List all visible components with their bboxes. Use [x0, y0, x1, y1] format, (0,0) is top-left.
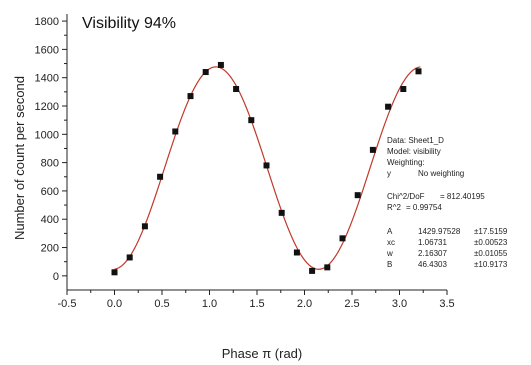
fit-model-line: Model: visibility — [387, 147, 441, 156]
fit-param-error: ±0.01055 — [474, 249, 508, 258]
fit-weighting-value: No weighting — [418, 169, 464, 178]
x-tick-label: 3.5 — [439, 298, 454, 310]
data-point — [339, 235, 346, 242]
y-tick-label: 1400 — [35, 73, 59, 85]
visibility-annotation: Visibility 94% — [82, 15, 176, 32]
fit-param-error: ±17.5159 — [474, 227, 508, 236]
y-tick-label: 400 — [41, 214, 59, 226]
fit-r2-label: R^2 — [387, 203, 402, 212]
fit-param-name: w — [386, 249, 393, 258]
y-tick-label: 1800 — [35, 16, 59, 28]
data-point — [400, 86, 407, 93]
data-point — [263, 162, 270, 169]
data-point — [415, 68, 422, 75]
x-tick-label: 2.0 — [297, 298, 312, 310]
fit-param-value: 1.06731 — [418, 238, 447, 247]
x-axis-ticks: -0.5 0.0 0.5 1.0 1.5 2.0 2.5 3.0 3.5 — [58, 290, 455, 310]
data-point — [248, 117, 255, 124]
y-tick-label: 800 — [41, 158, 59, 170]
data-point — [293, 249, 300, 256]
x-tick-label: 0.5 — [154, 298, 169, 310]
y-axis-ticks: 0 200 400 600 800 1000 1200 1400 1600 1800 — [35, 16, 67, 283]
data-point — [187, 93, 194, 100]
x-tick-label: 3.0 — [392, 298, 407, 310]
fit-chi-label: Chi^2/DoF — [387, 192, 425, 201]
data-point — [278, 209, 285, 216]
fit-data-line: Data: Sheet1_D — [387, 136, 444, 145]
data-point — [172, 128, 179, 135]
data-point — [217, 61, 224, 68]
fit-report: Data: Sheet1_D Model: visibility Weighti… — [386, 136, 508, 269]
fit-weighting-key: y — [387, 169, 391, 178]
plot-area — [111, 61, 422, 276]
data-point — [233, 86, 240, 93]
data-point — [157, 173, 164, 180]
y-axis-title: Number of count per second — [12, 76, 27, 240]
fit-param-name: xc — [387, 238, 395, 247]
y-tick-label: 1000 — [35, 129, 59, 141]
x-tick-label: 2.5 — [344, 298, 359, 310]
y-tick-label: 1600 — [35, 44, 59, 56]
fit-param-name: B — [387, 260, 392, 269]
data-point — [354, 192, 361, 199]
data-point — [309, 267, 316, 274]
y-tick-label: 200 — [41, 243, 59, 255]
fit-param-name: A — [387, 227, 393, 236]
x-tick-label: 0.0 — [107, 298, 122, 310]
y-tick-label: 0 — [53, 271, 59, 283]
fit-param-error: ±0.00523 — [474, 238, 508, 247]
y-tick-label: 600 — [41, 186, 59, 198]
fit-chi-value: = 812.40195 — [440, 192, 485, 201]
x-tick-label: 1.0 — [202, 298, 217, 310]
data-point — [111, 269, 118, 276]
data-point — [126, 254, 133, 261]
x-tick-label: -0.5 — [58, 298, 77, 310]
data-point — [141, 223, 148, 230]
fit-r2-value: = 0.99754 — [406, 203, 442, 212]
fit-param-value: 1429.97528 — [418, 227, 461, 236]
fit-param-value: 46.4303 — [418, 260, 447, 269]
fit-param-error: ±10.9173 — [474, 260, 508, 269]
fit-curve — [114, 66, 421, 270]
data-point — [385, 103, 392, 110]
data-point — [324, 264, 331, 271]
y-tick-label: 1200 — [35, 101, 59, 113]
x-tick-label: 1.5 — [249, 298, 264, 310]
fit-param-value: 2.16307 — [418, 249, 447, 258]
data-point — [202, 69, 209, 76]
x-axis-title: Phase π (rad) — [222, 346, 303, 361]
data-point — [369, 146, 376, 153]
fit-weighting-line: Weighting: — [387, 158, 425, 167]
